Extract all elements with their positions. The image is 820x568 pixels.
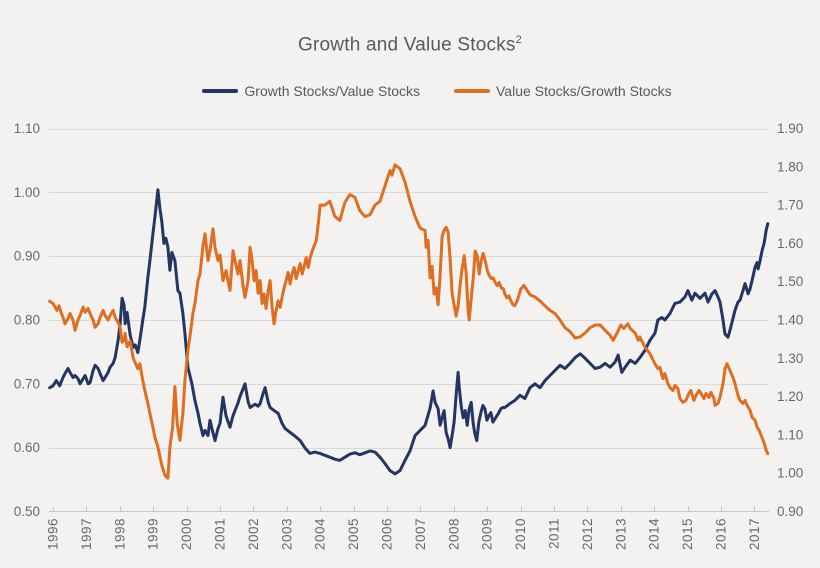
legend-item-value-growth: Value Stocks/Growth Stocks bbox=[454, 83, 672, 99]
x-tick-label: 2009 bbox=[480, 518, 495, 550]
x-tick-label: 2005 bbox=[346, 518, 361, 550]
y-tick-label-right: 1.10 bbox=[777, 427, 803, 442]
legend-label-value-growth: Value Stocks/Growth Stocks bbox=[496, 83, 672, 99]
chart-title-text: Growth and Value Stocks bbox=[298, 34, 516, 56]
x-tick-label: 2015 bbox=[680, 518, 695, 550]
x-tick-label: 2006 bbox=[380, 518, 395, 550]
y-tick-label-right: 1.40 bbox=[777, 313, 803, 328]
y-tick-label-right: 1.60 bbox=[777, 236, 803, 251]
x-tick-label: 2000 bbox=[179, 518, 194, 550]
legend-swatch-value-growth bbox=[454, 89, 490, 93]
chart-title: Growth and Value Stocks2 bbox=[0, 34, 820, 56]
x-tick-label: 2003 bbox=[279, 518, 294, 550]
y-tick-label-right: 0.90 bbox=[777, 504, 803, 519]
chart-legend: Growth Stocks/Value Stocks Value Stocks/… bbox=[0, 83, 820, 99]
legend-item-growth-value: Growth Stocks/Value Stocks bbox=[202, 83, 420, 99]
y-tick-label-right: 1.00 bbox=[777, 466, 803, 481]
y-tick-label-right: 1.80 bbox=[777, 159, 803, 174]
y-tick-label-right: 1.90 bbox=[777, 121, 803, 136]
x-tick-label: 2013 bbox=[613, 518, 628, 550]
x-tick-label: 2017 bbox=[747, 518, 762, 550]
x-tick-label: 1998 bbox=[112, 518, 127, 550]
y-tick-label-left: 1.00 bbox=[14, 185, 40, 200]
x-tick-label: 2001 bbox=[213, 518, 228, 550]
y-tick-label-left: 0.80 bbox=[14, 313, 40, 328]
y-tick-label-right: 1.70 bbox=[777, 198, 803, 213]
x-tick-label: 1996 bbox=[46, 518, 61, 550]
y-tick-label-left: 0.70 bbox=[14, 376, 40, 391]
x-tick-label: 2004 bbox=[313, 518, 328, 550]
y-tick-label-left: 1.10 bbox=[14, 121, 40, 136]
x-tick-label: 2008 bbox=[446, 518, 461, 550]
legend-swatch-growth-value bbox=[202, 89, 239, 93]
y-tick-label-right: 1.30 bbox=[777, 351, 803, 366]
y-tick-label-right: 1.20 bbox=[777, 389, 803, 404]
y-tick-label-left: 0.60 bbox=[14, 440, 40, 455]
x-tick-label: 1999 bbox=[146, 518, 161, 550]
chart-title-superscript: 2 bbox=[515, 34, 522, 46]
x-tick-label: 2010 bbox=[513, 518, 528, 550]
x-tick-label: 2002 bbox=[246, 518, 261, 550]
y-tick-label-left: 0.90 bbox=[14, 249, 40, 264]
y-tick-label-right: 1.50 bbox=[777, 274, 803, 289]
legend-label-growth-value: Growth Stocks/Value Stocks bbox=[244, 83, 420, 99]
y-tick-label-left: 0.50 bbox=[14, 504, 40, 519]
x-tick-label: 1997 bbox=[79, 518, 94, 550]
x-tick-label: 2012 bbox=[580, 518, 595, 550]
series-line-value-stocks-growth-stocks bbox=[48, 163, 770, 480]
x-tick-label: 2007 bbox=[413, 518, 428, 550]
x-tick-label: 2014 bbox=[647, 518, 662, 550]
x-tick-label: 2016 bbox=[714, 518, 729, 550]
series-line-growth-stocks-value-stocks bbox=[48, 188, 770, 476]
x-tick-label: 2011 bbox=[547, 518, 562, 549]
